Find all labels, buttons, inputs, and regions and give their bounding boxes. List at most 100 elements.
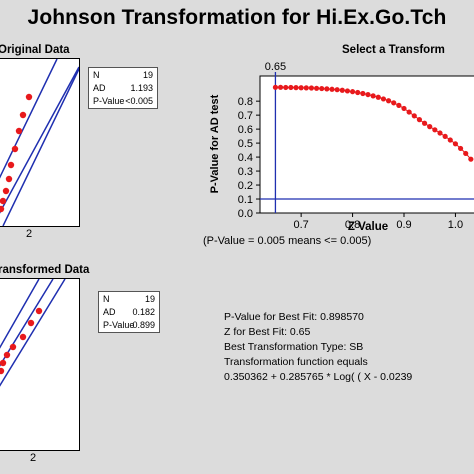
y-tick-label: 0.8 bbox=[238, 96, 253, 108]
y-tick-label: 0.6 bbox=[238, 124, 253, 136]
original-probability-plot bbox=[0, 58, 80, 227]
y-tick-label: 0.4 bbox=[238, 152, 253, 164]
series-point bbox=[283, 84, 289, 91]
best-fit-type: Best Transformation Type: SB bbox=[224, 341, 364, 353]
series-point bbox=[442, 133, 448, 139]
transformed-data-point bbox=[3, 351, 11, 359]
original-data-point bbox=[25, 93, 33, 101]
z-value-chart: 0.7 0.8 0.9 1.00.00.10.20.30.40.50.60.70.8 … bbox=[209, 61, 474, 233]
x-tick-label: 1.0 bbox=[448, 219, 463, 231]
series-point bbox=[385, 98, 392, 104]
series-point bbox=[427, 124, 433, 130]
chart-axes: 0.7 0.8 0.9 1.0 0.0 0.1 0.2 0.3 0.4 0.5 0.6 0.7 0.8 bbox=[238, 96, 463, 231]
original-lower-ci-line bbox=[0, 66, 80, 214]
original-data-point bbox=[7, 161, 15, 169]
y-tick-label: 0.5 bbox=[238, 138, 253, 150]
original-data-point bbox=[19, 111, 27, 119]
series-point bbox=[396, 102, 402, 108]
original-upper-ci-line bbox=[0, 58, 58, 179]
series-point bbox=[293, 85, 299, 91]
chart-y-axis-label: P-Value for AD test bbox=[209, 94, 221, 193]
transformed-data-point bbox=[27, 319, 35, 327]
original-data-subtitle: Original Data bbox=[0, 44, 70, 56]
transformed-data-point bbox=[9, 343, 17, 351]
series-point bbox=[375, 94, 381, 100]
transformed-probability-plot bbox=[0, 278, 80, 451]
series-point bbox=[437, 130, 443, 136]
transformed-x-tick: 2 bbox=[30, 452, 37, 464]
series-point bbox=[457, 145, 464, 152]
pvalue-note: (P-Value = 0.005 means <= 0.005) bbox=[203, 235, 372, 247]
series-point bbox=[324, 86, 330, 92]
transformed-data-point bbox=[0, 359, 7, 367]
series-point bbox=[421, 120, 428, 126]
series-point bbox=[391, 100, 397, 106]
series-point bbox=[319, 85, 325, 92]
figure-title: Johnson Transformation for Hi.Ex.Go.Tch bbox=[27, 6, 447, 29]
series-point bbox=[360, 90, 366, 97]
y-tick-label: 0.3 bbox=[238, 166, 253, 178]
original-data-point bbox=[0, 197, 7, 205]
original-plot-svg bbox=[0, 58, 80, 227]
y-tick-label: 0.0 bbox=[238, 208, 253, 220]
transformed-data-point bbox=[0, 367, 5, 375]
chart-reference-lines bbox=[260, 72, 474, 213]
original-fit-line bbox=[2, 68, 80, 227]
series-point bbox=[349, 89, 356, 95]
transformed-data-subtitle: ransformed Data bbox=[0, 264, 90, 276]
series-point bbox=[298, 85, 304, 91]
original-stat-pvalue: P-Value <0.005 bbox=[93, 96, 153, 106]
series-point bbox=[308, 85, 315, 91]
transformed-upper-ci-line bbox=[0, 278, 40, 349]
original-points bbox=[0, 93, 33, 213]
series-point bbox=[365, 91, 371, 98]
series-point bbox=[370, 93, 376, 99]
series-point bbox=[277, 84, 284, 90]
x-tick-label: 0.9 bbox=[396, 219, 411, 231]
series-point bbox=[416, 117, 423, 123]
original-stat-ad: AD 1.193 bbox=[93, 83, 153, 93]
transformed-plot-svg bbox=[0, 278, 66, 387]
transformed-points bbox=[0, 307, 43, 375]
best-fit-info: P-Value for Best Fit: 0.898570 Z for Bes… bbox=[224, 310, 412, 385]
best-fit-pvalue: P-Value for Best Fit: 0.898570 bbox=[224, 311, 364, 323]
transformed-stats-box: N 19 AD 0.182 P-Value 0.899 bbox=[98, 291, 160, 333]
series-point bbox=[452, 141, 459, 147]
series-point bbox=[329, 86, 335, 92]
original-data-point bbox=[15, 127, 23, 135]
series-point bbox=[334, 87, 340, 93]
transformed-lower-ci-line bbox=[0, 278, 66, 387]
transformed-stat-ad: AD 0.182 bbox=[103, 307, 155, 317]
chart-plot-area bbox=[259, 75, 474, 214]
best-fit-function-caption: Transformation function equals bbox=[224, 356, 368, 368]
x-tick-label: 0.7 bbox=[293, 219, 308, 231]
series-point bbox=[344, 88, 351, 94]
transformed-data-point bbox=[35, 307, 43, 315]
y-tick-label: 0.1 bbox=[238, 194, 253, 206]
series-point bbox=[339, 87, 345, 93]
y-tick-label: 0.7 bbox=[238, 110, 253, 122]
original-x-tick: 2 bbox=[26, 228, 33, 240]
chart-x-axis-label: Z Value bbox=[348, 221, 388, 233]
series-point bbox=[380, 96, 387, 102]
series-point bbox=[411, 113, 417, 119]
series-point bbox=[447, 137, 453, 143]
chart-series-points bbox=[272, 84, 474, 162]
best-fit-function: 0.350362 + 0.285765 * Log( ( X - 0.0239 bbox=[224, 371, 413, 383]
series-point bbox=[401, 105, 407, 112]
series-point bbox=[313, 85, 320, 91]
series-point bbox=[468, 156, 474, 162]
original-stat-n: N 19 bbox=[93, 70, 153, 80]
original-data-point bbox=[0, 205, 5, 213]
series-point bbox=[288, 84, 294, 91]
best-z-label: 0.65 bbox=[265, 61, 286, 73]
original-data-point bbox=[11, 145, 19, 153]
series-point bbox=[463, 150, 469, 157]
series-point bbox=[303, 85, 309, 91]
transformed-stat-pvalue: P-Value 0.899 bbox=[103, 320, 155, 330]
series-point bbox=[432, 127, 438, 133]
original-data-point bbox=[5, 175, 13, 183]
select-transform-subtitle: Select a Transform bbox=[342, 44, 445, 56]
original-stats-box: N 19 AD 1.193 P-Value <0.005 bbox=[88, 67, 158, 109]
series-point bbox=[272, 84, 279, 90]
